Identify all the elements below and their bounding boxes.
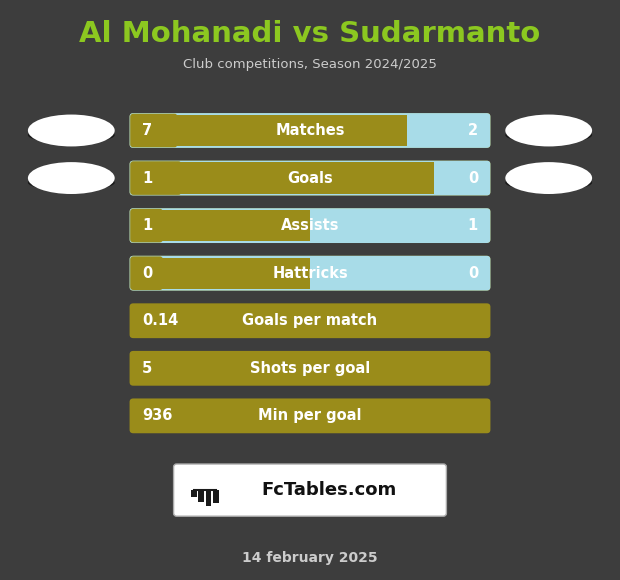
Text: Al Mohanadi vs Sudarmanto: Al Mohanadi vs Sudarmanto <box>79 20 541 48</box>
Text: 1: 1 <box>142 218 153 233</box>
Text: 7: 7 <box>142 123 152 138</box>
Text: Matches: Matches <box>275 123 345 138</box>
Ellipse shape <box>28 115 115 147</box>
Text: 2: 2 <box>468 123 478 138</box>
Bar <box>133 210 310 241</box>
Ellipse shape <box>505 175 592 191</box>
FancyBboxPatch shape <box>130 161 182 195</box>
FancyBboxPatch shape <box>130 208 490 243</box>
FancyBboxPatch shape <box>130 209 163 242</box>
Bar <box>133 162 434 194</box>
Ellipse shape <box>505 127 592 143</box>
Ellipse shape <box>28 127 115 143</box>
Text: 0: 0 <box>142 266 153 281</box>
FancyBboxPatch shape <box>130 208 490 243</box>
Bar <box>191 490 197 497</box>
FancyBboxPatch shape <box>174 464 446 516</box>
Text: Min per goal: Min per goal <box>259 408 361 423</box>
FancyBboxPatch shape <box>130 256 490 291</box>
FancyBboxPatch shape <box>130 256 490 291</box>
FancyBboxPatch shape <box>130 303 490 338</box>
FancyBboxPatch shape <box>130 161 490 195</box>
Bar <box>206 490 211 506</box>
Bar <box>133 115 407 146</box>
FancyBboxPatch shape <box>130 113 490 148</box>
Text: 0.14: 0.14 <box>142 313 178 328</box>
Text: Assists: Assists <box>281 218 339 233</box>
Text: FcTables.com: FcTables.com <box>261 481 396 499</box>
Text: Goals per match: Goals per match <box>242 313 378 328</box>
Text: 0: 0 <box>467 171 478 186</box>
Text: 936: 936 <box>142 408 172 423</box>
FancyBboxPatch shape <box>130 398 490 433</box>
Ellipse shape <box>505 115 592 147</box>
Text: 1: 1 <box>467 218 478 233</box>
Text: 1: 1 <box>142 171 153 186</box>
Text: Hattricks: Hattricks <box>272 266 348 281</box>
Text: 0: 0 <box>467 266 478 281</box>
FancyBboxPatch shape <box>130 351 490 386</box>
FancyBboxPatch shape <box>130 256 163 290</box>
FancyBboxPatch shape <box>130 113 490 148</box>
Text: 5: 5 <box>142 361 153 376</box>
Ellipse shape <box>505 162 592 194</box>
Bar <box>213 490 219 503</box>
Text: Club competitions, Season 2024/2025: Club competitions, Season 2024/2025 <box>183 58 437 71</box>
Bar <box>198 490 204 502</box>
FancyBboxPatch shape <box>130 161 490 195</box>
Bar <box>133 258 310 289</box>
FancyBboxPatch shape <box>130 114 177 147</box>
Text: Goals: Goals <box>287 171 333 186</box>
Text: 14 february 2025: 14 february 2025 <box>242 551 378 565</box>
Ellipse shape <box>28 175 115 191</box>
Text: Shots per goal: Shots per goal <box>250 361 370 376</box>
Ellipse shape <box>28 162 115 194</box>
